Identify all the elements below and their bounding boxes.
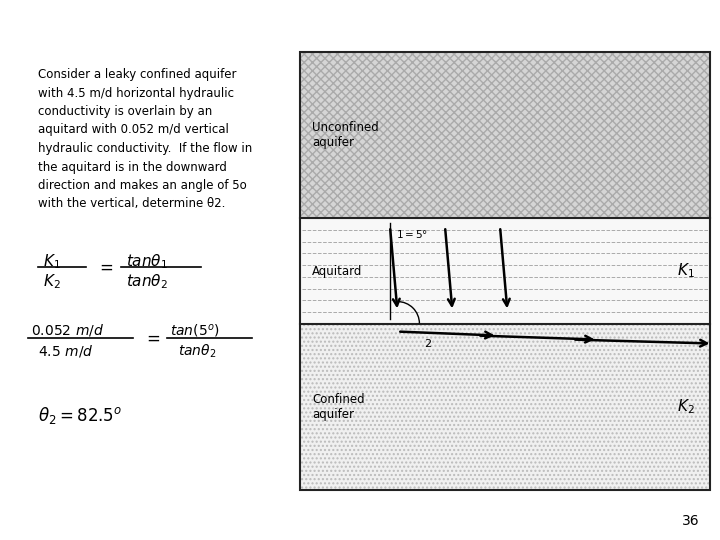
Bar (300, 323, 710, 490)
Text: $tan\theta_2$: $tan\theta_2$ (178, 343, 217, 360)
Text: with 4.5 m/d horizontal hydraulic: with 4.5 m/d horizontal hydraulic (38, 86, 234, 99)
Text: Confined
aquifer: Confined aquifer (312, 393, 364, 421)
Text: $1 = 5°$: $1 = 5°$ (396, 228, 428, 240)
Text: $tan(5^o)$: $tan(5^o)$ (170, 322, 220, 339)
Text: $=$: $=$ (96, 258, 113, 276)
Text: 36: 36 (683, 514, 700, 528)
Bar (300, 52, 710, 219)
Text: $=$: $=$ (143, 329, 161, 347)
Bar (300, 52, 710, 219)
Text: $K_1$: $K_1$ (43, 252, 60, 271)
Text: Unconfined
aquifer: Unconfined aquifer (312, 121, 379, 149)
Text: $tan\theta_2$: $tan\theta_2$ (126, 272, 168, 291)
Text: Consider a leaky confined aquifer: Consider a leaky confined aquifer (38, 68, 236, 81)
Text: 2: 2 (424, 339, 431, 348)
Bar (300, 323, 710, 490)
Text: $K_2$: $K_2$ (43, 272, 60, 291)
Text: Aquitard: Aquitard (312, 265, 362, 278)
Text: $K_2$: $K_2$ (678, 397, 695, 416)
Text: aquitard with 0.052 m/d vertical: aquitard with 0.052 m/d vertical (38, 124, 229, 137)
Text: $\theta_2 = 82.5^o$: $\theta_2 = 82.5^o$ (38, 405, 122, 426)
Text: $0.052\ m/d$: $0.052\ m/d$ (31, 322, 104, 338)
Text: $K_1$: $K_1$ (678, 262, 695, 280)
Text: hydraulic conductivity.  If the flow in: hydraulic conductivity. If the flow in (38, 142, 252, 155)
Bar (300, 52, 710, 490)
Text: $tan\theta_1$: $tan\theta_1$ (126, 252, 168, 271)
Bar (300, 219, 710, 323)
Text: with the vertical, determine θ2.: with the vertical, determine θ2. (38, 198, 225, 211)
Text: direction and makes an angle of 5o: direction and makes an angle of 5o (38, 179, 247, 192)
Text: $4.5\ m/d$: $4.5\ m/d$ (38, 343, 94, 359)
Text: conductivity is overlain by an: conductivity is overlain by an (38, 105, 212, 118)
Text: the aquitard is in the downward: the aquitard is in the downward (38, 160, 227, 173)
